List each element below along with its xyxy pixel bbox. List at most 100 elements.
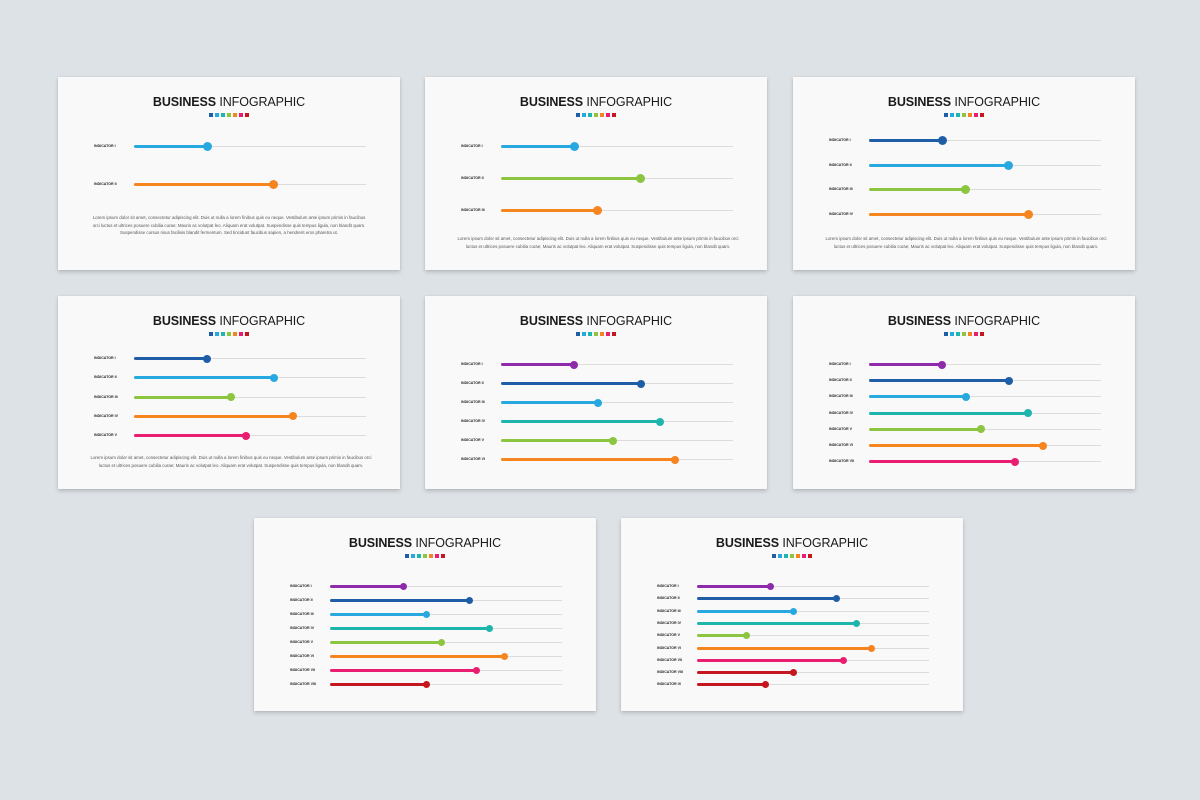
infographic-slide-3: BUSINESS INFOGRAPHIC INDICATOR I INDICATOR…: [793, 77, 1135, 270]
indicator-handle[interactable]: [1004, 376, 1013, 385]
indicator-handle[interactable]: [241, 431, 250, 440]
slide-title: BUSINESS INFOGRAPHIC: [425, 95, 767, 109]
indicator-handle[interactable]: [937, 136, 947, 145]
infographic-slide-1: BUSINESS INFOGRAPHIC INDICATOR I INDICATOR…: [58, 77, 400, 270]
title-light: INFOGRAPHIC: [583, 314, 673, 328]
slide-title: BUSINESS INFOGRAPHIC: [58, 314, 400, 328]
indicator-handle[interactable]: [1004, 160, 1014, 170]
indicator-bar: [869, 188, 966, 191]
indicator-bar: [869, 444, 1044, 447]
color-swatch: [950, 113, 954, 117]
indicator-handle[interactable]: [852, 619, 860, 627]
color-swatch: [944, 113, 948, 117]
bar-track: [869, 140, 1101, 141]
indicator-handle[interactable]: [961, 185, 971, 194]
infographic-slide-6: BUSINESS INFOGRAPHIC INDICATOR I INDICATOR…: [793, 296, 1135, 489]
bar-track: [869, 428, 1101, 430]
indicator-label: INDICATOR VI: [290, 654, 315, 658]
indicator-handle[interactable]: [1024, 409, 1033, 418]
indicator-handle[interactable]: [790, 607, 798, 615]
indicator-handle[interactable]: [593, 206, 603, 215]
indicator-label: INDICATOR IV: [829, 410, 854, 415]
indicator-handle[interactable]: [671, 455, 680, 464]
indicator-label: INDICATOR II: [94, 375, 117, 380]
indicator-handle[interactable]: [938, 360, 947, 369]
indicator-handle[interactable]: [656, 417, 665, 426]
bar-track: [330, 642, 562, 643]
indicator-handle[interactable]: [269, 373, 278, 382]
description-text: Lorem ipsum dolor sit amet, consectetur …: [457, 236, 739, 249]
bar-track: [501, 210, 733, 211]
color-swatch: [227, 113, 231, 117]
indicator-handle[interactable]: [593, 398, 602, 407]
indicator-bar: [501, 439, 613, 442]
color-swatch: [582, 113, 586, 117]
indicator-handle[interactable]: [269, 180, 279, 189]
indicator-label: INDICATOR IV: [94, 413, 119, 418]
indicator-bar: [869, 427, 981, 431]
indicator-handle[interactable]: [423, 611, 431, 618]
indicator-handle[interactable]: [438, 639, 446, 646]
color-swatch: [435, 554, 439, 558]
indicator-bar: [134, 414, 294, 418]
indicator-handle[interactable]: [203, 354, 212, 363]
indicator-handle[interactable]: [423, 681, 431, 688]
indicator-handle[interactable]: [1011, 457, 1020, 466]
indicator-handle[interactable]: [500, 653, 508, 660]
title-light: INFOGRAPHIC: [779, 536, 869, 550]
color-swatch: [588, 332, 592, 336]
indicator-handle[interactable]: [1023, 209, 1033, 219]
indicator-handle[interactable]: [636, 379, 645, 388]
indicator-handle[interactable]: [636, 174, 646, 183]
color-swatch: [576, 332, 580, 336]
indicator-bar: [134, 357, 208, 360]
indicator-handle[interactable]: [608, 436, 617, 445]
indicator-label: INDICATOR I: [829, 138, 851, 142]
color-swatch: [209, 113, 213, 117]
color-swatch: [221, 332, 225, 336]
bar-track: [134, 146, 366, 147]
indicator-handle[interactable]: [399, 583, 407, 590]
indicator-handle[interactable]: [226, 393, 235, 402]
indicator-bar: [697, 585, 771, 588]
color-swatches: [254, 554, 596, 559]
indicator-label: INDICATOR VII: [829, 459, 855, 464]
indicator-bar: [501, 145, 575, 148]
indicator-handle[interactable]: [742, 632, 750, 640]
indicator-label: INDICATOR III: [461, 400, 485, 404]
title-light: INFOGRAPHIC: [583, 95, 673, 109]
indicator-handle[interactable]: [485, 625, 493, 632]
indicator-handle[interactable]: [961, 392, 970, 401]
color-swatch: [808, 554, 812, 558]
color-swatches: [58, 113, 400, 118]
indicator-handle[interactable]: [202, 142, 212, 151]
slide-title: BUSINESS INFOGRAPHIC: [793, 314, 1135, 328]
indicator-handle[interactable]: [833, 595, 841, 603]
indicator-handle[interactable]: [790, 669, 798, 677]
color-swatch: [772, 554, 776, 558]
indicator-label: INDICATOR I: [461, 362, 483, 366]
slide-title: BUSINESS INFOGRAPHIC: [793, 95, 1135, 109]
indicator-handle[interactable]: [289, 412, 298, 421]
indicator-handle[interactable]: [472, 667, 480, 674]
indicator-handle[interactable]: [570, 360, 579, 369]
indicator-label: INDICATOR IV: [657, 620, 682, 625]
indicator-label: INDICATOR VI: [657, 645, 682, 650]
color-swatch: [233, 113, 237, 117]
color-swatch: [429, 554, 433, 558]
indicator-handle[interactable]: [839, 656, 847, 664]
indicator-handle[interactable]: [976, 425, 985, 434]
bar-track: [501, 364, 733, 365]
indicator-handle[interactable]: [762, 681, 770, 689]
color-swatch: [215, 332, 219, 336]
color-swatch: [245, 113, 249, 117]
indicator-handle[interactable]: [766, 583, 774, 590]
indicator-handle[interactable]: [867, 644, 875, 652]
indicator-bar: [134, 145, 208, 148]
indicator-handle[interactable]: [466, 597, 474, 604]
color-swatch: [968, 332, 972, 336]
indicator-bar: [697, 671, 794, 675]
indicator-handle[interactable]: [569, 142, 579, 151]
indicator-handle[interactable]: [1039, 441, 1048, 450]
color-swatch: [962, 113, 966, 117]
